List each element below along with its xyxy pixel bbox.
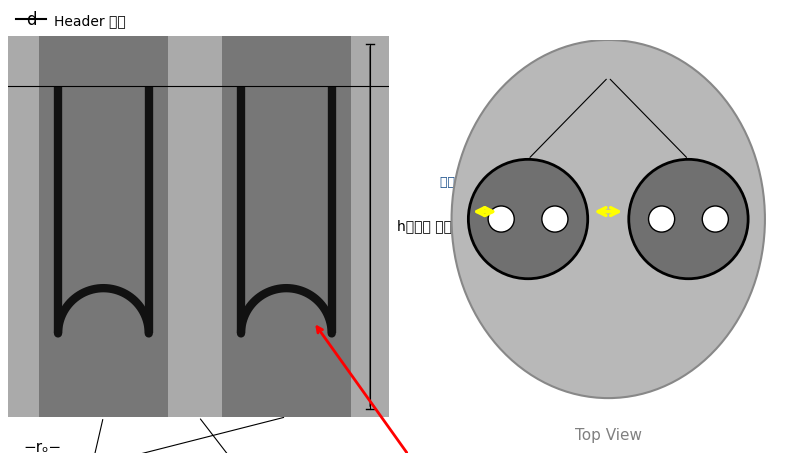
Text: d: d <box>26 10 36 29</box>
Circle shape <box>488 206 514 232</box>
Text: 보어홈 반경: 보어홈 반경 <box>440 176 482 189</box>
Text: h보어홈 깊이: h보어홈 깊이 <box>397 220 452 233</box>
Circle shape <box>702 206 728 232</box>
Ellipse shape <box>452 40 765 398</box>
Circle shape <box>629 159 749 279</box>
Text: Boreholes: Boreholes <box>567 70 650 88</box>
Text: Header 깊이: Header 깊이 <box>54 14 126 29</box>
Circle shape <box>649 206 675 232</box>
Text: Top View: Top View <box>575 428 642 443</box>
Bar <box>39 36 168 417</box>
Text: 보어홈 간격: 보어홈 간격 <box>587 226 629 240</box>
Bar <box>221 36 351 417</box>
Circle shape <box>469 159 588 279</box>
Circle shape <box>542 206 568 232</box>
Text: −rₒ−: −rₒ− <box>24 439 62 453</box>
Text: Storage: Storage <box>576 337 641 355</box>
